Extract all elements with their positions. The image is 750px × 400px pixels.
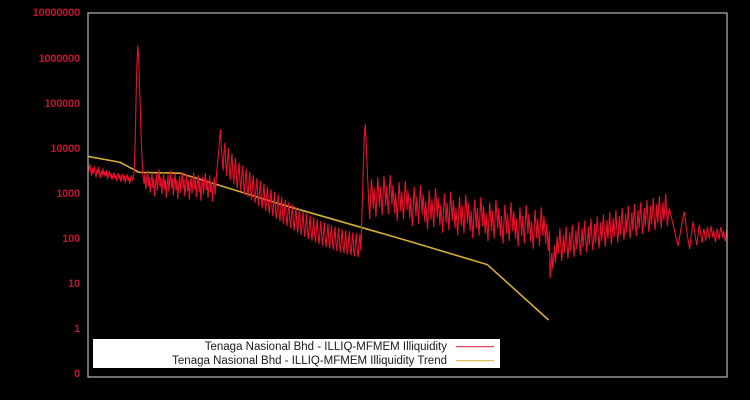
y-tick-100: 100 bbox=[62, 233, 80, 245]
legend-swatch-illiquidity bbox=[456, 341, 494, 353]
legend-entry-illiquidity-trend: Tenaga Nasional Bhd - ILLIQ-MFMEM Illiqu… bbox=[93, 354, 500, 368]
y-tick-1: 1 bbox=[74, 323, 80, 335]
y-tick-10: 10 bbox=[68, 278, 80, 290]
y-tick-0: 0 bbox=[74, 368, 80, 380]
y-tick-1000: 1000 bbox=[56, 188, 80, 200]
legend-entry-illiquidity: Tenaga Nasional Bhd - ILLIQ-MFMEM Illiqu… bbox=[93, 340, 500, 354]
legend-swatch-illiquidity-trend bbox=[456, 355, 494, 367]
trend-line-path bbox=[88, 155, 549, 321]
plot-border bbox=[87, 12, 728, 378]
y-tick-10000: 10000 bbox=[50, 143, 80, 155]
legend-label-illiquidity: Tenaga Nasional Bhd - ILLIQ-MFMEM Illiqu… bbox=[204, 340, 447, 353]
y-tick-1000000: 1000000 bbox=[38, 53, 81, 65]
illiquidity-line-path bbox=[88, 45, 727, 279]
legend-label-illiquidity-trend: Tenaga Nasional Bhd - ILLIQ-MFMEM Illiqu… bbox=[172, 354, 447, 367]
y-tick-100000: 100000 bbox=[44, 98, 80, 110]
chart-legend: Tenaga Nasional Bhd - ILLIQ-MFMEM Illiqu… bbox=[93, 339, 500, 368]
y-tick-10000000: 10000000 bbox=[32, 7, 81, 19]
